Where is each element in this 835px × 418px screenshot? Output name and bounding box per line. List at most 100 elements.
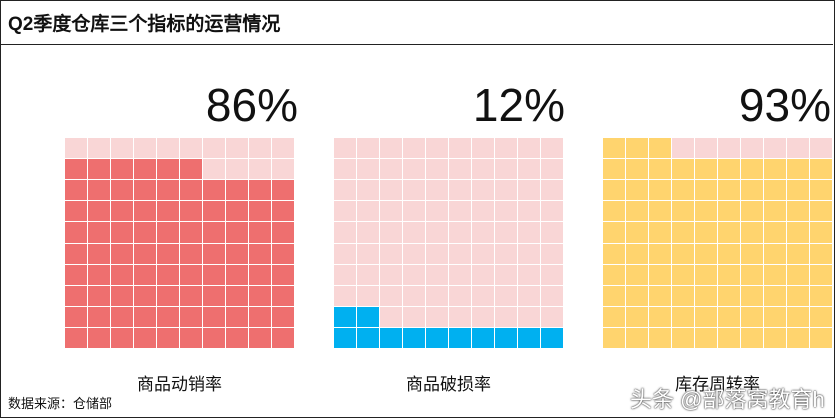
waffle-cell xyxy=(518,138,540,159)
waffle-grid-1 xyxy=(334,138,563,348)
waffle-cell xyxy=(249,138,271,159)
waffle-cell xyxy=(495,201,517,222)
waffle-cell xyxy=(541,327,563,348)
waffle-cell xyxy=(603,222,625,243)
waffle-cell xyxy=(111,159,133,180)
waffle-cell xyxy=(203,180,225,201)
waffle-cell xyxy=(626,243,648,264)
waffle-cell xyxy=(741,138,763,159)
waffle-cell xyxy=(426,201,448,222)
waffle-cell xyxy=(541,243,563,264)
waffle-cell xyxy=(272,201,294,222)
waffle-cell xyxy=(626,327,648,348)
waffle-cell xyxy=(180,138,202,159)
waffle-cell xyxy=(718,327,740,348)
waffle-cell xyxy=(249,306,271,327)
waffle-cell xyxy=(741,264,763,285)
waffle-cell xyxy=(157,159,179,180)
waffle-cell xyxy=(357,180,379,201)
waffle-cell xyxy=(403,138,425,159)
waffle-cell xyxy=(787,285,809,306)
waffle-cell xyxy=(226,138,248,159)
waffle-cell xyxy=(810,243,832,264)
waffle-cell xyxy=(787,327,809,348)
waffle-cell xyxy=(134,138,156,159)
waffle-cell xyxy=(226,180,248,201)
waffle-cell xyxy=(226,201,248,222)
waffle-cell xyxy=(380,180,402,201)
waffle-cell xyxy=(518,264,540,285)
waffle-cell xyxy=(203,285,225,306)
waffle-cell xyxy=(180,243,202,264)
waffle-cell xyxy=(203,159,225,180)
waffle-cell xyxy=(472,327,494,348)
waffle-cell xyxy=(449,201,471,222)
waffle-cell xyxy=(65,138,87,159)
waffle-cell xyxy=(334,222,356,243)
waffle-cell xyxy=(65,201,87,222)
waffle-cell xyxy=(695,201,717,222)
waffle-cell xyxy=(272,264,294,285)
waffle-cell xyxy=(649,243,671,264)
waffle-cell xyxy=(157,180,179,201)
waffle-cell xyxy=(157,222,179,243)
waffle-cell xyxy=(649,159,671,180)
waffle-cell xyxy=(334,201,356,222)
series-label-1: 商品破损率 xyxy=(406,375,491,394)
waffle-cell xyxy=(718,138,740,159)
waffle-cell xyxy=(518,306,540,327)
waffle-cell xyxy=(111,264,133,285)
waffle-cell xyxy=(541,222,563,243)
waffle-cell xyxy=(134,180,156,201)
waffle-cell xyxy=(764,180,786,201)
waffle-grid-0 xyxy=(65,138,294,348)
waffle-cell xyxy=(626,180,648,201)
waffle-cell xyxy=(180,327,202,348)
waffle-cell xyxy=(357,138,379,159)
waffle-cell xyxy=(764,264,786,285)
waffle-cell xyxy=(649,327,671,348)
waffle-cell xyxy=(672,180,694,201)
waffle-cell xyxy=(249,222,271,243)
waffle-cell xyxy=(403,201,425,222)
waffle-cell xyxy=(180,201,202,222)
waffle-cell xyxy=(541,201,563,222)
waffle-cell xyxy=(134,327,156,348)
waffle-cell xyxy=(495,327,517,348)
waffle-cell xyxy=(764,159,786,180)
waffle-cell xyxy=(810,327,832,348)
waffle-cell xyxy=(649,285,671,306)
waffle-cell xyxy=(695,243,717,264)
waffle-cell xyxy=(157,201,179,222)
waffle-cell xyxy=(787,264,809,285)
waffle-cell xyxy=(380,264,402,285)
series-label-2: 库存周转率 xyxy=(675,375,760,394)
waffle-cell xyxy=(334,243,356,264)
waffle-cell xyxy=(203,201,225,222)
waffle-cell xyxy=(741,159,763,180)
waffle-cell xyxy=(157,306,179,327)
waffle-cell xyxy=(403,327,425,348)
waffle-cell xyxy=(334,306,356,327)
waffle-cell xyxy=(403,180,425,201)
waffle-cell xyxy=(88,159,110,180)
waffle-cell xyxy=(88,243,110,264)
waffle-cell xyxy=(334,180,356,201)
waffle-cell xyxy=(649,306,671,327)
waffle-cell xyxy=(88,285,110,306)
waffle-cell xyxy=(449,138,471,159)
waffle-cell xyxy=(272,306,294,327)
waffle-cell xyxy=(518,180,540,201)
waffle-cell xyxy=(449,285,471,306)
waffle-cell xyxy=(603,138,625,159)
waffle-cell xyxy=(134,159,156,180)
waffle-cell xyxy=(272,285,294,306)
waffle-cell xyxy=(695,180,717,201)
waffle-cell xyxy=(180,285,202,306)
waffle-cell xyxy=(226,306,248,327)
waffle-cell xyxy=(764,306,786,327)
waffle-cell xyxy=(65,222,87,243)
waffle-cell xyxy=(787,243,809,264)
waffle-cell xyxy=(226,327,248,348)
waffle-cell xyxy=(426,180,448,201)
